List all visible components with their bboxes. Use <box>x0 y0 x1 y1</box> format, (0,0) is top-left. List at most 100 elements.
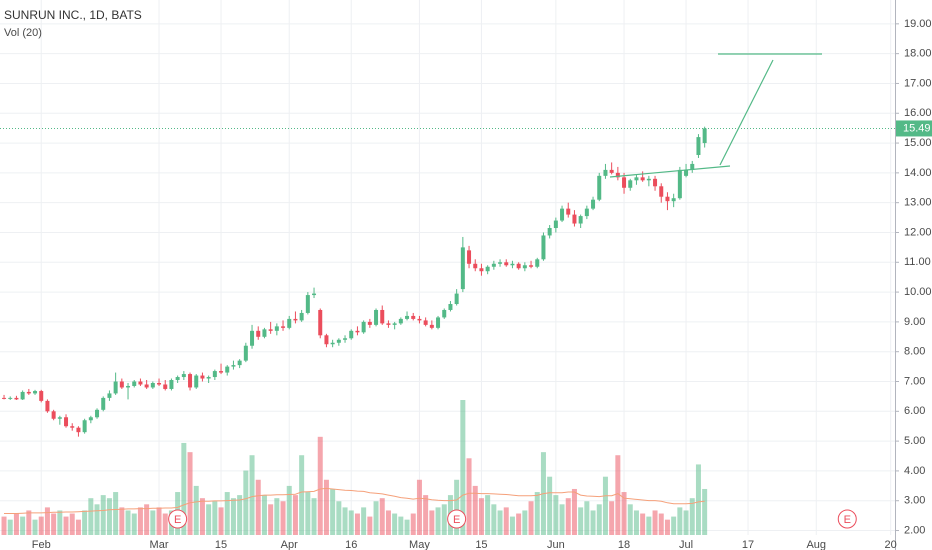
candle-body <box>491 263 496 267</box>
volume-bar <box>261 495 267 535</box>
volume-bar <box>323 479 329 535</box>
volume-bar <box>460 400 466 535</box>
candle-body <box>560 208 565 221</box>
candle-body <box>113 381 118 394</box>
volume-bar <box>237 495 243 535</box>
candle-body <box>231 365 236 367</box>
candle-body <box>324 335 329 345</box>
earnings-label: E <box>844 514 851 526</box>
y-tick-label: 14.00 <box>904 167 932 179</box>
candle-body <box>163 384 168 389</box>
volume-bar <box>702 488 708 535</box>
volume-bar <box>367 516 373 535</box>
volume-bar <box>584 501 590 535</box>
candle-body <box>206 377 211 379</box>
candle-body <box>119 381 124 388</box>
y-tick-label: 5.00 <box>904 435 925 447</box>
candle-body <box>157 382 162 385</box>
volume-bar <box>75 519 81 535</box>
candle-body <box>392 323 397 325</box>
candle-body <box>696 137 701 155</box>
candle-body <box>175 377 180 381</box>
earnings-marker <box>837 509 857 529</box>
candle-body <box>615 172 620 178</box>
volume-bar <box>664 519 670 535</box>
volume-bar <box>156 507 162 535</box>
candle-body <box>510 263 515 266</box>
candle-body <box>405 315 410 319</box>
volume-bar <box>311 498 317 535</box>
candle-body <box>690 163 695 170</box>
volume-bar <box>224 492 230 535</box>
volume-bar <box>509 516 515 535</box>
candle-body <box>281 326 286 328</box>
candle-body <box>101 397 106 410</box>
candle-body <box>448 304 453 310</box>
x-tick-label: Aug <box>806 539 826 550</box>
candle-body <box>33 391 38 394</box>
candle-body <box>64 417 69 427</box>
volume-bar <box>695 464 701 535</box>
candle-body <box>243 345 248 361</box>
candle-body <box>485 266 490 272</box>
volume-bar <box>230 498 236 535</box>
candle-body <box>516 263 521 269</box>
candle-body <box>305 295 310 313</box>
candle-body <box>330 342 335 345</box>
volume-bar <box>423 495 429 535</box>
candle-body <box>646 178 651 181</box>
candle-body <box>380 309 385 324</box>
volume-bar <box>38 516 44 535</box>
candle-body <box>2 397 7 399</box>
volume-bar <box>57 510 63 535</box>
candle-body <box>287 318 292 328</box>
volume-bar <box>559 504 565 535</box>
candle-body <box>318 309 323 336</box>
volume-bar <box>547 476 553 535</box>
volume-bar <box>1 516 7 535</box>
volume-bar <box>88 498 94 535</box>
volume-bar <box>485 495 491 535</box>
y-tick-label: 11.00 <box>904 256 931 268</box>
volume-bar <box>596 504 602 535</box>
candle-body <box>336 339 341 343</box>
volume-bar <box>69 513 75 535</box>
volume-bar <box>516 513 522 535</box>
volume-bar <box>578 507 584 535</box>
candle-body <box>677 169 682 199</box>
volume-bar <box>268 504 274 535</box>
volume-bar <box>652 510 658 535</box>
candle-body <box>535 259 540 267</box>
x-tick-label: 20 <box>885 539 897 550</box>
y-tick-label: 18.00 <box>904 48 932 60</box>
candle-body <box>107 393 112 398</box>
volume-bar <box>113 492 119 535</box>
volume-bar <box>292 495 298 535</box>
x-tick-label: May <box>409 539 430 550</box>
candle-body <box>144 384 149 388</box>
volume-bar <box>491 504 497 535</box>
y-tick-label: 8.00 <box>904 346 925 358</box>
candle-body <box>498 262 503 264</box>
candle-body <box>634 177 639 181</box>
volume-bar <box>478 498 484 535</box>
volume-bar <box>522 510 528 535</box>
trend-drawing <box>719 59 774 166</box>
volume-bar <box>658 513 664 535</box>
volume-bar <box>466 458 472 535</box>
candle-body <box>367 321 372 325</box>
candle-body <box>20 391 25 400</box>
grid <box>0 0 895 535</box>
volume-bar <box>131 513 137 535</box>
candle-body <box>584 208 589 217</box>
candle-body <box>14 397 19 400</box>
x-tick-label: 17 <box>742 539 754 550</box>
volume-bar <box>32 519 38 535</box>
price-axis: 2.00 3.00 4.00 5.00 6.00 7.00 8.00 9.00 10.00 11.… <box>895 18 932 536</box>
candle-body <box>547 228 552 236</box>
candle-body <box>188 374 193 388</box>
candle-body <box>268 329 273 331</box>
x-tick-label: 16 <box>345 539 357 550</box>
candle-body <box>343 338 348 340</box>
earnings-marker <box>168 509 188 529</box>
